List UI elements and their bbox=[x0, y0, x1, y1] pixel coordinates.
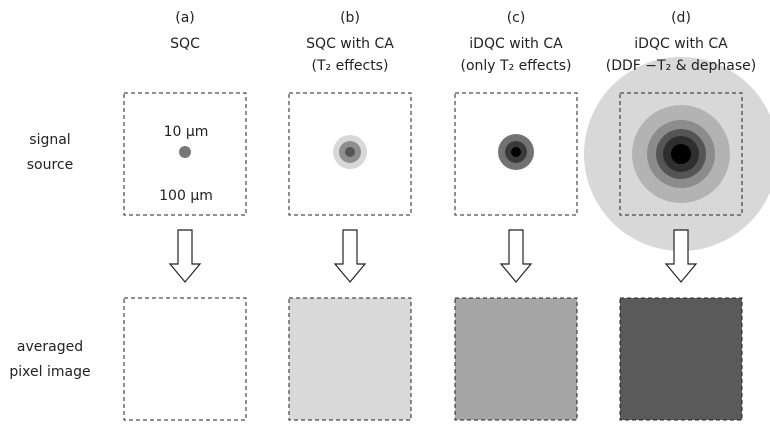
column-label: (b) bbox=[340, 10, 360, 26]
pixel-b bbox=[288, 297, 412, 421]
pixel-c bbox=[454, 297, 578, 421]
box-size: 100 μm bbox=[159, 188, 213, 204]
arrow bbox=[168, 229, 202, 283]
column-label: (d) bbox=[671, 10, 691, 26]
signal-d bbox=[584, 57, 770, 251]
column-title: (T₂ effects) bbox=[312, 58, 389, 74]
pixel-d bbox=[619, 297, 743, 421]
signal-box-a bbox=[123, 92, 247, 216]
row-label: source bbox=[27, 157, 74, 173]
arrow bbox=[499, 229, 533, 283]
signal-box-b bbox=[288, 92, 412, 216]
column-title: SQC with CA bbox=[306, 36, 394, 52]
column-label: (a) bbox=[175, 10, 195, 26]
column-title: SQC bbox=[170, 36, 200, 52]
row-label: signal bbox=[29, 132, 70, 148]
signal-b bbox=[333, 135, 367, 169]
row-label: pixel image bbox=[9, 364, 90, 380]
signal-box-d bbox=[619, 92, 743, 216]
signal-a bbox=[179, 146, 191, 158]
column-label: (c) bbox=[507, 10, 526, 26]
column-title: (only T₂ effects) bbox=[461, 58, 572, 74]
column-title: iDQC with CA bbox=[469, 36, 563, 52]
signal-box-c bbox=[454, 92, 578, 216]
pixel-a bbox=[123, 297, 247, 421]
arrow bbox=[333, 229, 367, 283]
column-title: iDQC with CA bbox=[634, 36, 728, 52]
signal-c bbox=[498, 134, 534, 170]
arrow bbox=[664, 229, 698, 283]
dot-size: 10 μm bbox=[164, 124, 209, 140]
column-title: (DDF −T₂ & dephase) bbox=[606, 58, 756, 74]
row-label: averaged bbox=[17, 339, 83, 355]
